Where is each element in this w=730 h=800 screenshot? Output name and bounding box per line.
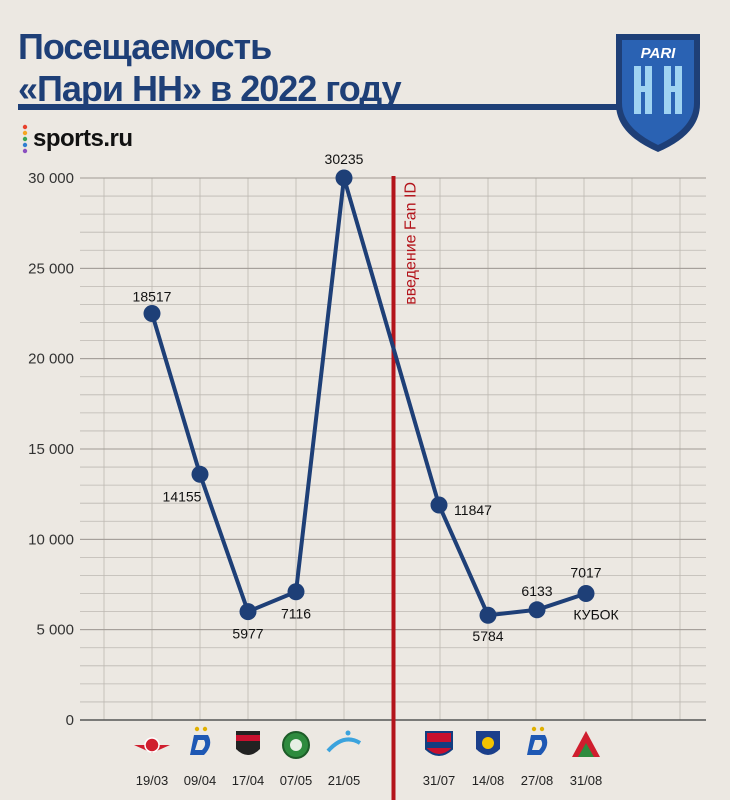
dynamo-icon (539, 726, 545, 732)
crest-text: PARI (641, 45, 677, 62)
rostov-icon (482, 737, 494, 749)
data-label: 14155 (163, 488, 202, 504)
y-tick-label: 10 000 (28, 531, 74, 548)
x-tick-label: 31/07 (423, 773, 456, 788)
y-tick-label: 0 (66, 712, 74, 729)
y-tick-label: 15 000 (28, 441, 74, 458)
x-tick-label: 19/03 (136, 773, 169, 788)
brand-name: sports.ru (33, 125, 133, 152)
brand-dots-icon (22, 124, 28, 154)
data-label: 6133 (521, 583, 552, 599)
dynamo-icon (531, 726, 537, 732)
dynamo-icon (190, 735, 211, 755)
y-tick-label: 30 000 (28, 170, 74, 187)
title-line-1: Посещаемость (18, 26, 272, 67)
data-label: 7017 (570, 565, 601, 581)
zenit-icon (345, 730, 351, 736)
data-point (479, 606, 497, 624)
x-tick-label: 07/05 (280, 773, 313, 788)
x-tick-label: 17/04 (232, 773, 265, 788)
y-tick-label: 5 000 (36, 622, 74, 639)
x-tick-label: 27/08 (521, 773, 554, 788)
chart-title: Посещаемость «Пари НН» в 2022 году (18, 26, 402, 110)
data-point (239, 603, 257, 621)
x-tick-label: 21/05 (328, 773, 361, 788)
y-tick-label: 25 000 (28, 260, 74, 277)
khimki-icon (236, 735, 260, 741)
spartak-icon (144, 737, 160, 753)
data-point (143, 305, 161, 322)
dynamo-icon (202, 726, 208, 732)
data-point (335, 169, 353, 187)
club-crest-icon: PARI (616, 34, 700, 152)
data-label: 11847 (454, 502, 492, 518)
x-tick-label: 14/08 (472, 773, 505, 788)
title-line-2: «Пари НН» в 2022 году (18, 68, 402, 109)
data-point (528, 601, 546, 619)
data-point (191, 465, 209, 483)
dynamo-icon (527, 735, 548, 755)
data-point (430, 496, 448, 514)
data-label: 5977 (232, 626, 263, 642)
data-label: 18517 (133, 289, 172, 305)
data-label: 30235 (325, 151, 364, 167)
series-line (150, 176, 587, 618)
fan-id-label: введение Fan ID (403, 182, 420, 305)
x-tick-label: 09/04 (184, 773, 217, 788)
data-point (287, 583, 305, 601)
akhmat-icon (290, 739, 302, 751)
cup-annotation: КУБОК (573, 607, 619, 623)
cska-icon (427, 742, 451, 748)
khimki-icon (236, 731, 260, 755)
data-point (577, 585, 595, 603)
x-tick-label: 31/08 (570, 773, 603, 788)
zenit-icon (326, 737, 362, 753)
title-underline (18, 104, 638, 110)
data-label: 7116 (281, 606, 311, 622)
y-tick-label: 20 000 (28, 351, 74, 368)
data-label: 5784 (472, 628, 503, 644)
brand-logo: sports.ru (22, 124, 133, 154)
dynamo-icon (194, 726, 200, 732)
lokomotiv-icon (578, 743, 594, 757)
